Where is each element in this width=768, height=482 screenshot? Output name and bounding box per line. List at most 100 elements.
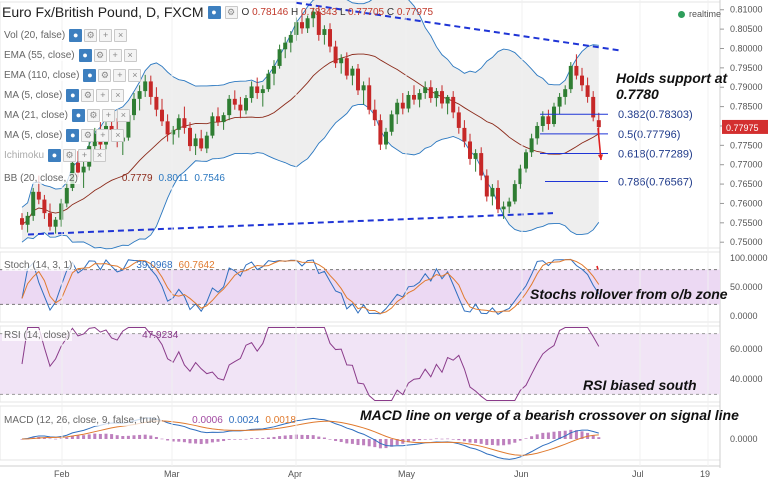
macd-histogram-bar xyxy=(434,438,438,440)
settings-gear-icon[interactable]: ⚙ xyxy=(81,88,95,102)
eye-icon[interactable]: ● xyxy=(66,88,80,102)
fib-level-label: 0.5(0.77796) xyxy=(618,129,680,141)
candle-body xyxy=(227,98,232,116)
candle-body xyxy=(148,81,153,97)
plus-icon[interactable]: + xyxy=(101,108,115,122)
macd-histogram-bar xyxy=(143,434,147,439)
candle-body xyxy=(277,49,282,66)
macd-histogram-bar xyxy=(76,435,80,439)
legend-row-vol[interactable]: Vol (20, false) ● ⚙ + × xyxy=(2,28,128,42)
rsi-band-fill xyxy=(0,333,720,395)
macd-histogram-bar xyxy=(384,439,388,449)
candle-body xyxy=(574,65,579,76)
legend-row-ma5b[interactable]: MA (5, close) ● ⚙ + × xyxy=(2,128,125,142)
close-icon[interactable]: × xyxy=(114,28,128,42)
macd-value-signal: 0.0018 xyxy=(265,414,296,426)
macd-histogram-bar xyxy=(317,436,321,439)
candle-body xyxy=(238,104,243,111)
macd-histogram-bar xyxy=(227,439,231,440)
macd-histogram-bar xyxy=(255,438,259,439)
settings-gear-icon[interactable]: ⚙ xyxy=(93,48,107,62)
candle-body xyxy=(518,168,523,185)
bollinger-mid-line xyxy=(21,53,600,226)
candle-body xyxy=(176,118,181,130)
candle-body xyxy=(288,34,293,43)
settings-gear-icon[interactable]: ⚙ xyxy=(86,108,100,122)
candle-body xyxy=(456,112,461,128)
plus-icon[interactable]: + xyxy=(113,68,127,82)
close-icon[interactable]: × xyxy=(93,148,107,162)
candle-body xyxy=(384,131,388,145)
plus-icon[interactable]: + xyxy=(99,28,113,42)
close-icon[interactable]: × xyxy=(116,108,130,122)
plus-icon[interactable]: + xyxy=(108,48,122,62)
legend-row-bb[interactable]: BB (20, close, 2) 0.7779 0.8011 0.7546 xyxy=(2,171,225,185)
close-icon[interactable]: × xyxy=(128,68,142,82)
candle-body xyxy=(451,96,456,113)
plus-icon[interactable]: + xyxy=(78,148,92,162)
candle-body xyxy=(188,127,192,147)
legend-label: Stoch (14, 3, 1) xyxy=(2,259,75,271)
legend-label: BB (20, close, 2) xyxy=(2,172,80,184)
legend-row-ema110[interactable]: EMA (110, close) ● ⚙ + × xyxy=(2,68,142,82)
close-icon[interactable]: × xyxy=(111,128,125,142)
settings-gear-icon[interactable]: ⚙ xyxy=(81,128,95,142)
eye-icon[interactable]: ● xyxy=(48,148,62,162)
macd-histogram-bar xyxy=(283,435,287,439)
legend-row-stoch[interactable]: Stoch (14, 3, 1) 39.0968 60.7642 xyxy=(2,258,215,272)
macd-histogram-bar xyxy=(110,434,114,439)
legend-row-macd[interactable]: MACD (12, 26, close, 9, false, true) 0.0… xyxy=(2,413,296,427)
settings-gear-icon[interactable]: ⚙ xyxy=(224,5,238,19)
candle-body xyxy=(440,91,444,104)
close-icon[interactable]: × xyxy=(123,48,137,62)
settings-gear-icon[interactable]: ⚙ xyxy=(98,68,112,82)
time-tick-label: Mar xyxy=(164,469,180,479)
macd-histogram-bar xyxy=(546,432,550,439)
candle-body xyxy=(529,138,534,153)
eye-icon[interactable]: ● xyxy=(83,68,97,82)
macd-histogram-bar xyxy=(328,439,332,440)
close-icon[interactable]: × xyxy=(111,88,125,102)
macd-histogram-bar xyxy=(580,431,584,439)
candle-body xyxy=(428,87,433,99)
eye-icon[interactable]: ● xyxy=(66,128,80,142)
macd-histogram-bar xyxy=(20,439,24,440)
candle-body xyxy=(423,87,428,94)
settings-gear-icon[interactable]: ⚙ xyxy=(84,28,98,42)
fib-level-label: 0.382(0.78303) xyxy=(618,109,693,121)
price-tick-label: 0.75500 xyxy=(730,218,763,228)
eye-icon[interactable]: ● xyxy=(71,108,85,122)
price-tick-label: 0.80500 xyxy=(730,24,763,34)
legend-row-ema55[interactable]: EMA (55, close) ● ⚙ + × xyxy=(2,48,137,62)
candle-body xyxy=(42,199,47,214)
legend-row-ichimoku[interactable]: Ichimoku ● ⚙ + × xyxy=(2,148,107,162)
legend-label: MA (5, close) xyxy=(2,129,65,141)
lower-trendline xyxy=(27,212,554,236)
candle-body xyxy=(406,94,411,109)
candle-body xyxy=(48,213,52,227)
visibility-toggle-icon[interactable]: ● xyxy=(207,5,221,19)
legend-row-rsi[interactable]: RSI (14, close) 47.9234 xyxy=(2,328,178,342)
macd-histogram-bar xyxy=(558,431,562,439)
macd-histogram-bar xyxy=(350,439,354,444)
bollinger-band-fill xyxy=(22,0,599,249)
candle-body xyxy=(31,191,36,216)
plus-icon[interactable]: + xyxy=(96,128,110,142)
macd-histogram-bar xyxy=(373,439,377,448)
price-tick-label: 0.75000 xyxy=(730,237,763,247)
legend-row-ma21[interactable]: MA (21, close) ● ⚙ + × xyxy=(2,108,130,122)
settings-gear-icon[interactable]: ⚙ xyxy=(63,148,77,162)
candle-body xyxy=(417,93,422,100)
macd-histogram-bar xyxy=(446,438,450,440)
macd-histogram-bar xyxy=(418,439,422,441)
candle-body xyxy=(328,29,332,47)
macd-histogram-bar xyxy=(406,439,410,443)
eye-icon[interactable]: ● xyxy=(69,28,83,42)
plus-icon[interactable]: + xyxy=(96,88,110,102)
price-tick-label: 0.81000 xyxy=(730,5,763,15)
legend-row-ma5[interactable]: MA (5, close) ● ⚙ + × xyxy=(2,88,125,102)
eye-icon[interactable]: ● xyxy=(78,48,92,62)
macd-histogram-bar xyxy=(507,439,511,445)
candle-body xyxy=(445,96,450,104)
price-down-arrow-head xyxy=(597,154,604,160)
